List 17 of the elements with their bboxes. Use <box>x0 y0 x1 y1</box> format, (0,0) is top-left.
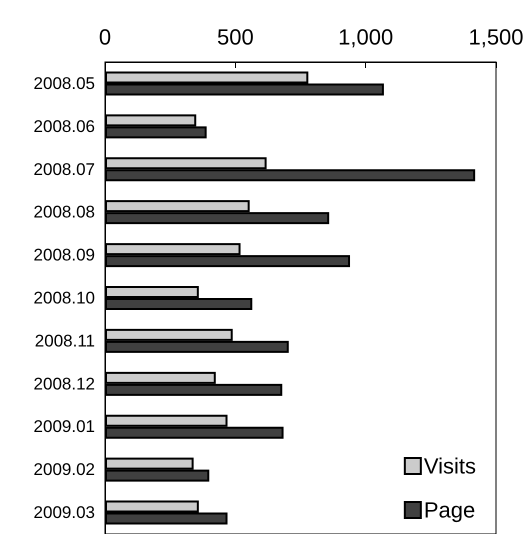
y-tick-label: 2008.09 <box>34 246 95 265</box>
y-tick-label: 2009.01 <box>34 417 95 436</box>
x-tick-label: 0 <box>98 24 112 50</box>
x-tick-label: 1,500 <box>468 24 524 50</box>
y-tick-label: 2008.12 <box>34 374 95 394</box>
x-tick-label: 1,000 <box>338 24 394 50</box>
legend-label: Visits <box>424 454 476 478</box>
legend-label: Page <box>424 498 476 522</box>
y-tick-label: 2008.11 <box>34 331 95 350</box>
y-tick-label: 2008.08 <box>34 202 95 222</box>
y-tick-label: 2009.02 <box>34 460 95 480</box>
y-tick-label: 2008.05 <box>34 74 95 93</box>
y-tick-label: 2008.10 <box>34 288 95 308</box>
y-tick-label: 2008.06 <box>34 116 95 136</box>
x-tick-label: 500 <box>216 24 254 50</box>
y-tick-label: 2008.07 <box>34 160 95 179</box>
y-tick-label: 2009.03 <box>34 503 95 522</box>
